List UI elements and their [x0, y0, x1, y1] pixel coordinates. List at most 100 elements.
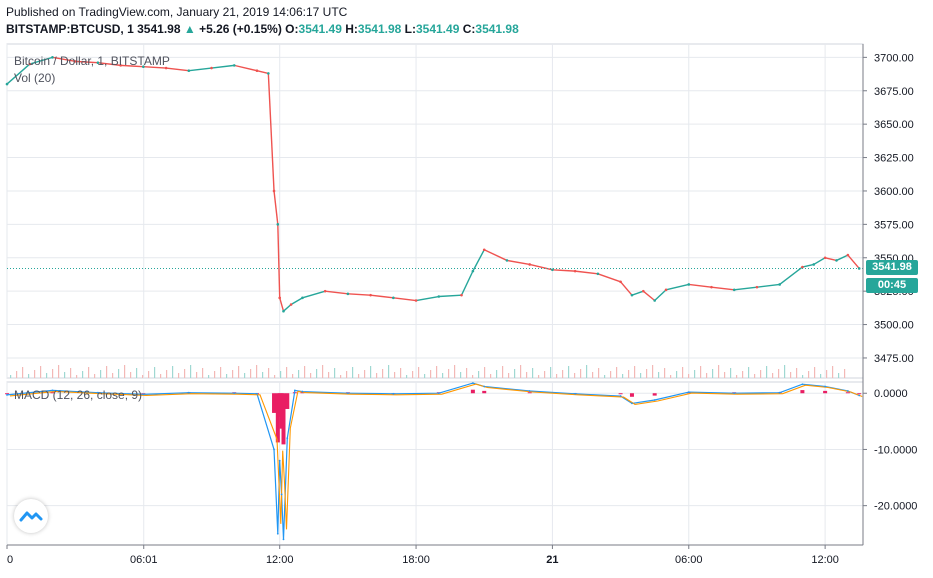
price-point[interactable] — [687, 283, 691, 286]
price-point[interactable] — [282, 309, 285, 313]
volume-bar — [712, 369, 714, 378]
volume-bar — [550, 367, 552, 378]
price-point[interactable] — [272, 189, 276, 193]
signal-line[interactable] — [9, 383, 863, 530]
price-point[interactable] — [369, 293, 372, 297]
macd-point[interactable] — [471, 382, 474, 385]
volume-bar — [646, 369, 648, 378]
price-point[interactable] — [755, 285, 759, 289]
macd-point[interactable] — [801, 383, 804, 386]
macd-point[interactable] — [276, 532, 279, 535]
price-point[interactable] — [664, 288, 668, 292]
macd-point[interactable] — [6, 394, 8, 396]
macd-point[interactable] — [280, 493, 283, 496]
symbol-name[interactable]: BITSTAMP:BTCUSD, 1 — [6, 22, 134, 36]
price-point[interactable] — [778, 283, 781, 286]
macd-histogram-bar — [470, 389, 475, 394]
macd-point[interactable] — [293, 389, 296, 392]
price-point[interactable] — [276, 223, 280, 226]
price-point[interactable] — [460, 293, 463, 297]
macd-point[interactable] — [483, 385, 486, 388]
price-point[interactable] — [187, 69, 191, 73]
macd-point[interactable] — [528, 390, 531, 392]
macd-line[interactable] — [6, 382, 860, 540]
price-point[interactable] — [301, 296, 304, 300]
price-point[interactable] — [142, 65, 145, 69]
price-point[interactable] — [482, 248, 486, 252]
price-point[interactable] — [28, 62, 32, 66]
price-point[interactable] — [51, 56, 54, 59]
macd-legend[interactable]: MACD (12, 26, close, 9) — [14, 388, 143, 402]
price-point[interactable] — [846, 253, 850, 257]
macd-point[interactable] — [846, 390, 849, 392]
price-point[interactable] — [812, 263, 816, 266]
price-point[interactable] — [630, 293, 634, 297]
macd-point[interactable] — [687, 391, 690, 394]
macd-point[interactable] — [653, 399, 656, 401]
price-point[interactable] — [278, 296, 282, 300]
price-point[interactable] — [732, 288, 736, 292]
macd-point[interactable] — [142, 393, 145, 396]
price-segment — [97, 62, 121, 67]
macd-point[interactable] — [574, 392, 577, 395]
price-point[interactable] — [596, 272, 600, 276]
macd-point[interactable] — [97, 391, 99, 394]
price-point[interactable] — [710, 285, 713, 289]
price-point[interactable] — [801, 265, 804, 269]
price-point[interactable] — [528, 263, 531, 266]
price-point[interactable] — [346, 292, 350, 296]
price-point[interactable] — [642, 289, 645, 293]
price-point[interactable] — [210, 66, 213, 70]
macd-point[interactable] — [858, 394, 861, 397]
countdown-tag: 00:45 — [866, 278, 918, 293]
macd-point[interactable] — [282, 538, 285, 541]
macd-point[interactable] — [301, 390, 304, 393]
macd-point[interactable] — [778, 391, 781, 394]
macd-point[interactable] — [273, 448, 275, 451]
macd-point[interactable] — [346, 392, 349, 395]
volume-legend[interactable]: Vol (20) — [14, 71, 56, 85]
macd-point[interactable] — [278, 459, 281, 462]
price-axis-label: 3650.00 — [874, 119, 914, 131]
price-point[interactable] — [5, 82, 9, 86]
macd-point[interactable] — [187, 391, 190, 394]
volume-bar — [586, 365, 588, 378]
time-axis-label: 12:00 — [811, 554, 839, 566]
macd-point[interactable] — [733, 392, 736, 395]
macd-point[interactable] — [233, 392, 236, 395]
volume-bar — [766, 366, 768, 378]
price-legend-title[interactable]: Bitcoin / Dollar, 1, BITSTAMP — [14, 54, 170, 68]
price-point[interactable] — [437, 295, 441, 298]
price-point[interactable] — [551, 268, 554, 272]
price-point[interactable] — [414, 299, 418, 302]
price-point[interactable] — [471, 269, 475, 273]
macd-point[interactable] — [631, 402, 633, 405]
price-point[interactable] — [255, 69, 259, 73]
price-point[interactable] — [835, 259, 838, 262]
price-point[interactable] — [823, 256, 827, 260]
price-point[interactable] — [619, 280, 622, 284]
price-point[interactable] — [505, 259, 509, 262]
price-segment — [211, 64, 235, 69]
macd-point[interactable] — [256, 392, 258, 395]
macd-point[interactable] — [392, 392, 395, 395]
price-point[interactable] — [164, 66, 168, 70]
volume-bar — [244, 373, 246, 378]
price-point[interactable] — [96, 61, 100, 65]
macd-point[interactable] — [51, 389, 54, 392]
price-point[interactable] — [323, 289, 327, 293]
price-point[interactable] — [573, 269, 577, 273]
price-point[interactable] — [653, 299, 656, 302]
price-point[interactable] — [289, 303, 293, 306]
price-point[interactable] — [73, 60, 77, 63]
macd-point[interactable] — [824, 385, 827, 388]
macd-point[interactable] — [286, 437, 289, 440]
price-point[interactable] — [267, 72, 270, 75]
tradingview-logo[interactable] — [14, 499, 48, 533]
macd-point[interactable] — [619, 395, 622, 397]
price-point[interactable] — [119, 64, 122, 67]
macd-point[interactable] — [437, 392, 440, 395]
price-point[interactable] — [392, 296, 395, 300]
price-point[interactable] — [232, 64, 236, 67]
